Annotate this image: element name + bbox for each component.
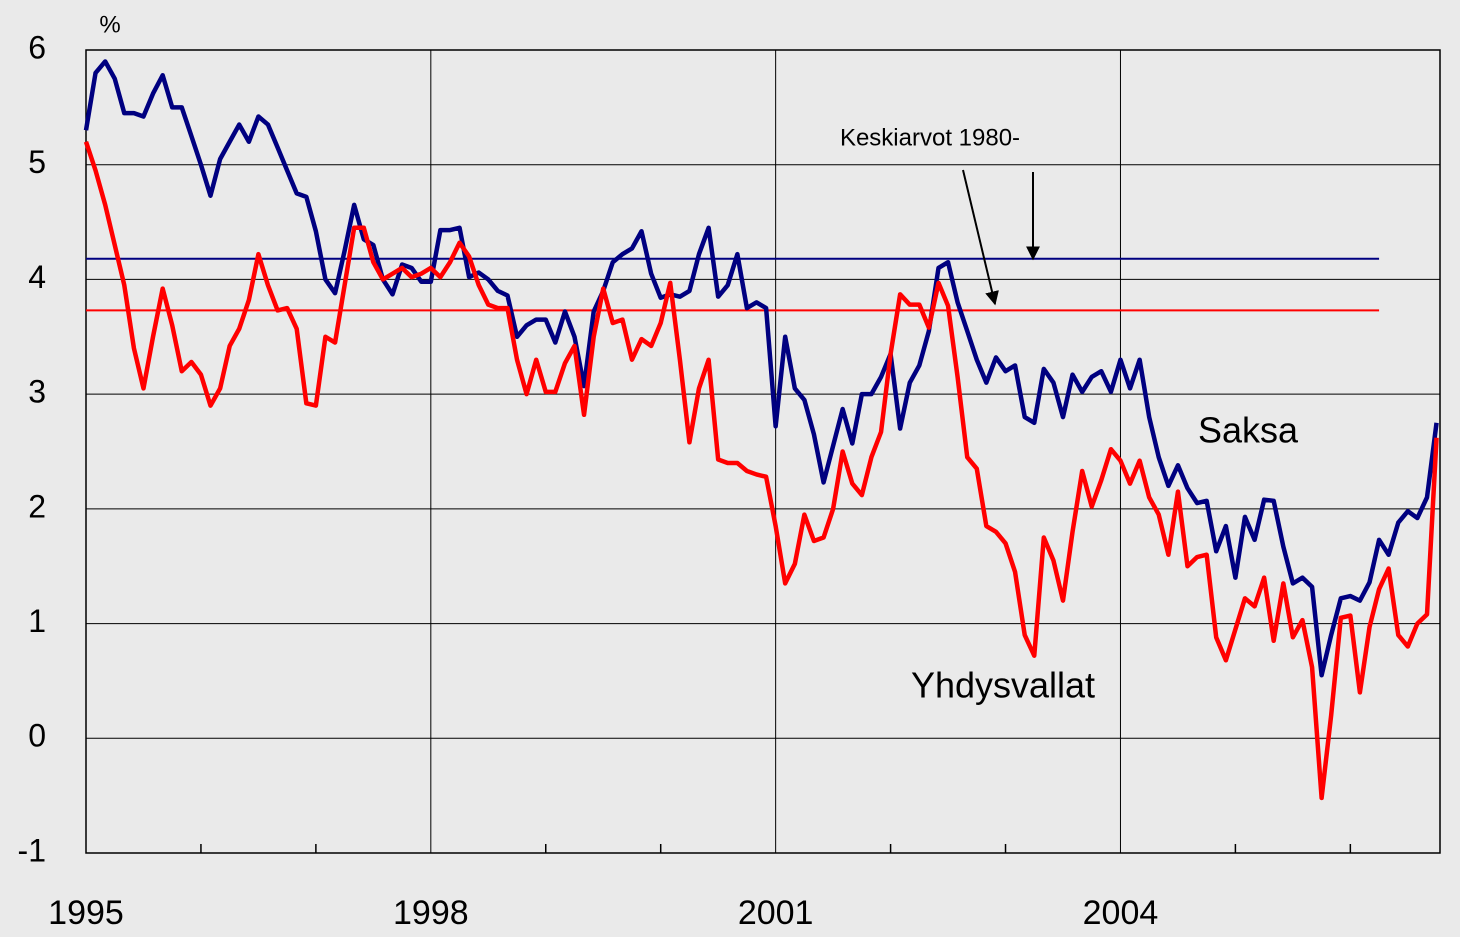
y-tick-label: 5 bbox=[28, 144, 46, 180]
x-tick-label: 2004 bbox=[1083, 894, 1159, 932]
plot-area: -1 0 1 2 3 4 5 6 1995 1998 2001 2004 bbox=[18, 29, 1441, 932]
annotation: Keskiarvot 1980- bbox=[840, 124, 1020, 151]
series-line bbox=[83, 141, 1439, 801]
series-line bbox=[83, 59, 1439, 678]
x-tick-label: 2001 bbox=[738, 894, 814, 932]
x-tick-label: 1998 bbox=[393, 894, 469, 932]
series-label: Yhdysvallat bbox=[911, 665, 1095, 706]
annotation-arrow bbox=[962, 169, 999, 306]
plot-background bbox=[86, 50, 1440, 853]
x-tick-label: 1995 bbox=[48, 894, 124, 932]
y-tick-label: -1 bbox=[18, 832, 46, 868]
y-tick-label: 3 bbox=[28, 374, 46, 410]
y-tick-label: 0 bbox=[28, 718, 46, 754]
y-unit: % bbox=[99, 11, 120, 38]
y-tick-label: 2 bbox=[28, 488, 46, 524]
y-tick-label: 1 bbox=[28, 603, 46, 639]
y-tick-label: 6 bbox=[28, 29, 46, 65]
series-label: Saksa bbox=[1198, 410, 1299, 451]
plot-frame bbox=[85, 49, 1441, 854]
y-tick-label: 4 bbox=[28, 259, 46, 295]
